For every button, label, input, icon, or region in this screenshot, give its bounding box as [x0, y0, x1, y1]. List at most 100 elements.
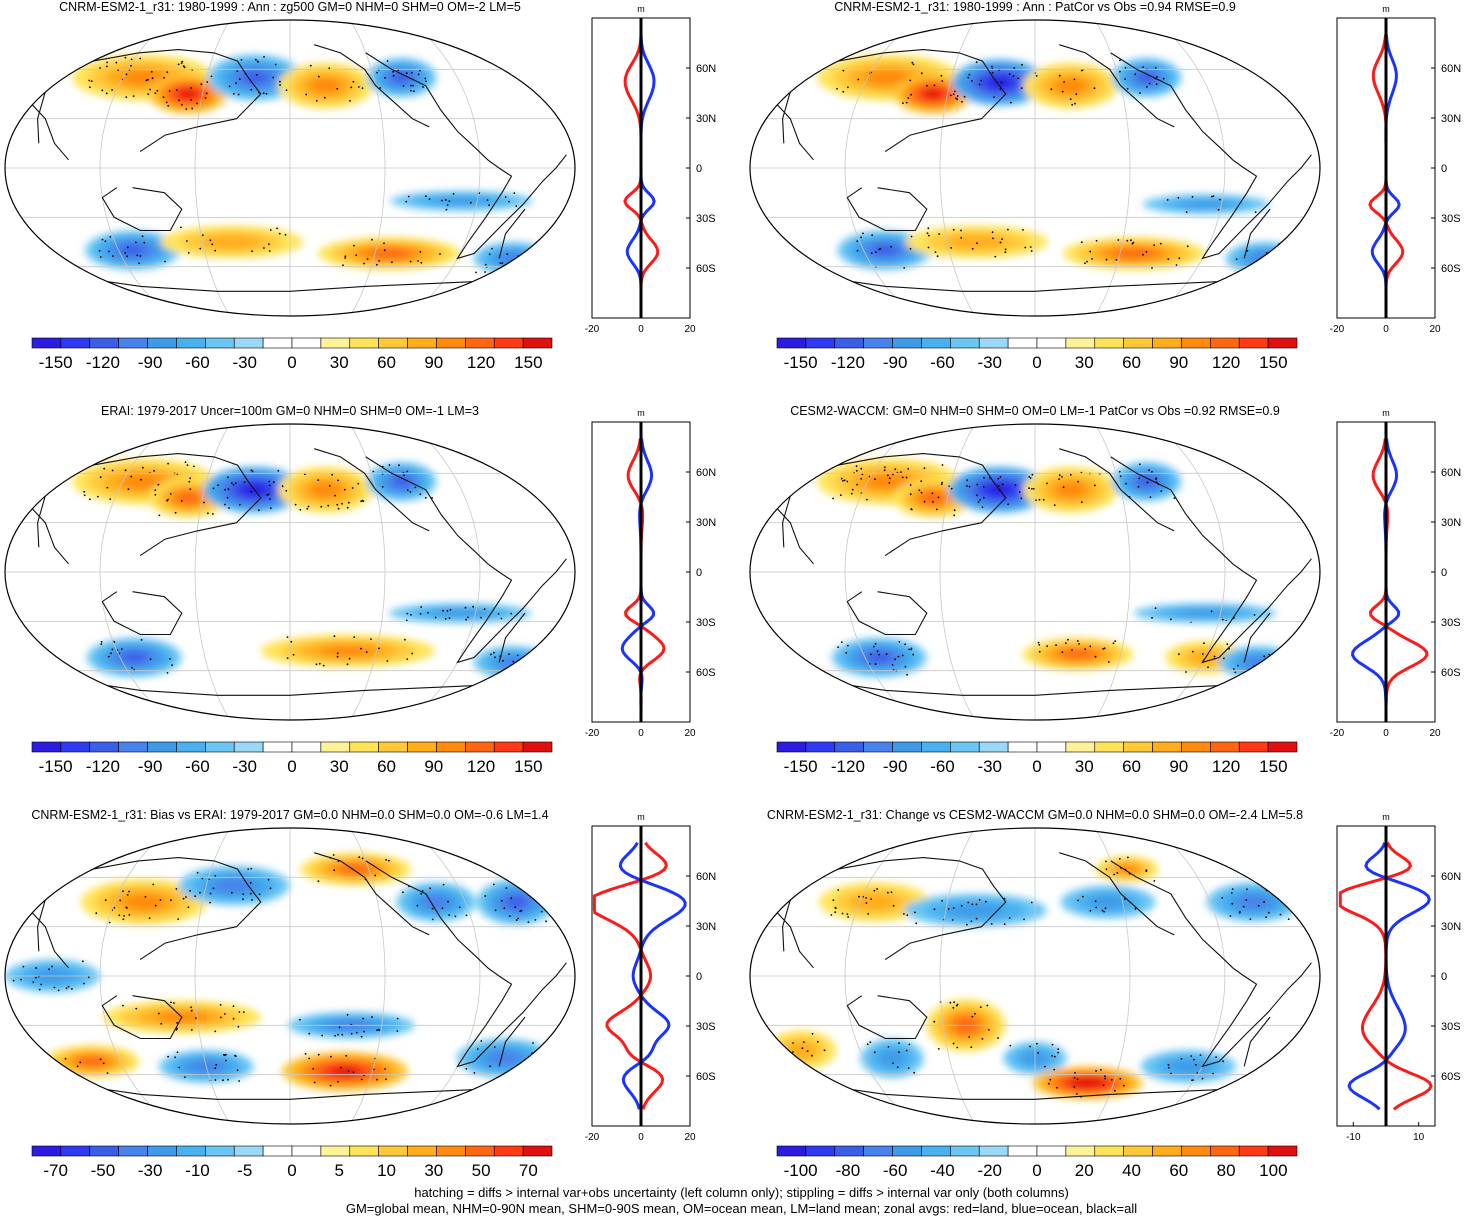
- colorbar-swatch: [1267, 741, 1298, 753]
- panel-title: CNRM-ESM2-1_r31: 1980-1999 : Ann : zg500…: [59, 0, 521, 14]
- anomaly-contour: [1137, 72, 1157, 83]
- coastlines: [774, 448, 1312, 696]
- colorbar-label: -5: [237, 1161, 252, 1180]
- anomaly-contour: [78, 1057, 105, 1066]
- map-border: [4, 827, 576, 1125]
- anomaly-contour: [369, 249, 409, 258]
- colorbar-label: -40: [930, 1161, 955, 1180]
- colorbar-swatch: [31, 337, 62, 349]
- x-tick-label: -10: [1346, 1132, 1361, 1143]
- colorbar-label: -90: [138, 353, 163, 372]
- anomaly-contour: [215, 878, 253, 893]
- colorbar-swatch: [465, 741, 495, 753]
- anomaly-contour: [923, 89, 942, 99]
- colorbar-swatch: [118, 337, 148, 349]
- anomaly-contour: [988, 77, 1011, 88]
- x-tick-label: 10: [1413, 1132, 1425, 1143]
- colorbar-swatch: [349, 741, 379, 753]
- colorbar-swatch: [1036, 741, 1067, 753]
- map-border: [749, 423, 1321, 721]
- lat-label: 30S: [1441, 617, 1461, 629]
- x-tick-label: 0: [1383, 324, 1389, 335]
- anomaly-contour: [392, 72, 412, 83]
- colorbar-label: 120: [1212, 353, 1240, 372]
- colorbar-label: 150: [1259, 353, 1287, 372]
- colorbar-swatch: [378, 741, 408, 753]
- colorbar-swatch: [950, 1145, 980, 1157]
- colorbar-label: 10: [377, 1161, 396, 1180]
- panel-title: CESM2-WACCM: GM=0 NHM=0 SHM=0 OM=0 LM=-1…: [790, 404, 1280, 418]
- anomaly-contour: [309, 78, 342, 94]
- colorbar-swatch: [1238, 337, 1269, 349]
- colorbar-swatch: [1065, 1145, 1096, 1157]
- x-tick-label: 0: [638, 324, 644, 335]
- coastlines: [29, 852, 567, 1100]
- x-tick-label: 0: [638, 728, 644, 739]
- colorbar-label: 50: [472, 1161, 491, 1180]
- colorbar-swatch: [950, 741, 980, 753]
- colorbar-swatch: [436, 1145, 466, 1157]
- anomaly-contour: [340, 864, 371, 874]
- anomaly-contour: [431, 196, 493, 206]
- colorbar-swatch: [493, 741, 524, 753]
- colorbar-label: 20: [1075, 1161, 1094, 1180]
- graticule: [5, 20, 575, 316]
- zonal-mean-plot: m 60N 30N 0 30S 60S -20 0 20: [1330, 408, 1461, 739]
- colorbar-label: 0: [287, 757, 296, 776]
- colorbar-swatch: [1181, 741, 1211, 753]
- colorbar-swatch: [291, 1145, 322, 1157]
- lat-label: 60N: [1441, 63, 1461, 75]
- lat-label: 30S: [696, 617, 716, 629]
- anomaly-contour: [945, 903, 1007, 918]
- stippling: [88, 56, 532, 274]
- zonal-unit: m: [1382, 408, 1390, 418]
- panel-title: CNRM-ESM2-1_r31: Bias vs ERAI: 1979-2017…: [31, 808, 549, 822]
- zonal-unit: m: [1382, 4, 1390, 14]
- colorbar-swatch: [320, 1145, 351, 1157]
- lat-label: 0: [1441, 971, 1447, 983]
- colorbar-label: 90: [1169, 353, 1188, 372]
- colorbar-label: -150: [39, 757, 73, 776]
- anomaly-contour: [242, 71, 269, 84]
- colorbar-label: 150: [1259, 757, 1287, 776]
- x-tick-label: 20: [684, 728, 696, 739]
- x-tick-label: -20: [585, 728, 600, 739]
- ocean-zonal-profile: [1347, 842, 1431, 1111]
- colorbar-swatch: [262, 337, 293, 349]
- colorbar-swatch: [60, 337, 91, 349]
- colorbar-label: 30: [1075, 353, 1094, 372]
- panel-cnrm-model: CNRM-ESM2-1_r31: 1980-1999 : Ann : zg500…: [0, 0, 740, 405]
- lat-label: 30S: [1441, 1021, 1461, 1033]
- colorbar-label: -150: [784, 353, 818, 372]
- anomaly-contour: [1137, 476, 1157, 487]
- colorbar-swatch: [262, 741, 293, 753]
- lat-label: 0: [696, 163, 702, 175]
- colorbar-swatch: [320, 337, 351, 349]
- colorbar-swatch: [805, 741, 836, 753]
- anomaly-contour: [309, 482, 342, 498]
- zonal-mean-plot: m 60N 30N 0 30S 60S -20 0 20: [585, 408, 716, 739]
- colorbar-swatch: [89, 1145, 119, 1157]
- colorbar: -70 -50 -30 -10 -5 0 5 10 30 50 70: [31, 1145, 553, 1180]
- land-zonal-profile: [1368, 438, 1429, 706]
- graticule: [750, 424, 1320, 720]
- colorbar-label: 90: [424, 353, 443, 372]
- stippling: [836, 59, 1281, 269]
- colorbar-swatch: [407, 741, 437, 753]
- anomaly-contour: [1054, 482, 1087, 498]
- lat-label: 60S: [696, 667, 716, 679]
- zonal-unit: m: [637, 408, 645, 418]
- panel-title: CNRM-ESM2-1_r31: 1980-1999 : Ann : PatCo…: [834, 0, 1236, 14]
- colorbar-swatch: [834, 741, 864, 753]
- anomaly-contour: [330, 1066, 360, 1076]
- map-border: [749, 827, 1321, 1125]
- colorbar-swatch: [892, 741, 922, 753]
- colorbar-swatch: [1007, 337, 1038, 349]
- colorbar-swatch: [1152, 1145, 1182, 1157]
- land-zonal-profile: [624, 438, 666, 706]
- colorbar-label: 5: [335, 1161, 344, 1180]
- anomaly-contour: [505, 895, 528, 909]
- colorbar-swatch: [1094, 741, 1124, 753]
- anomaly-contour: [864, 473, 913, 490]
- anomaly-contour: [866, 652, 893, 663]
